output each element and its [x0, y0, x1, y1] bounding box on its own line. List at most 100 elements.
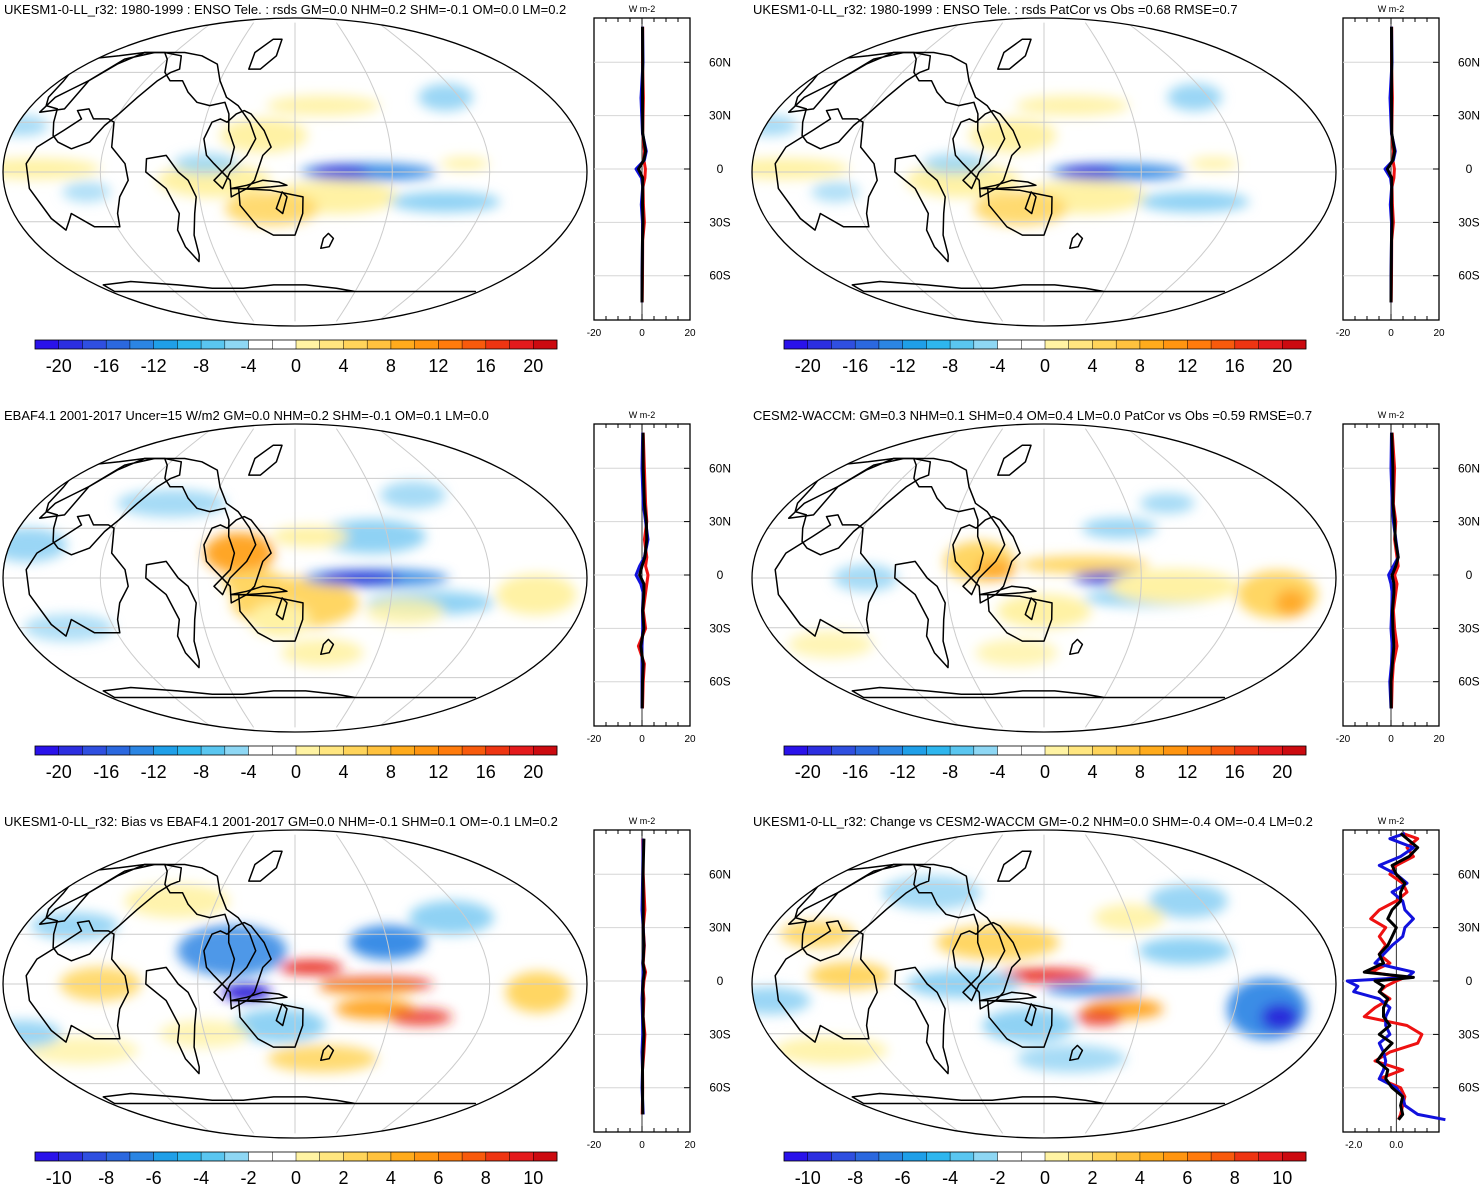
coastline [45, 457, 183, 556]
meridian-line [848, 22, 962, 322]
colorbar-segment [1045, 340, 1070, 349]
coastline [1024, 191, 1037, 215]
colorbar-segment [1068, 1152, 1093, 1161]
colorbar-tick-label: 16 [1225, 762, 1245, 782]
colorbar-tick-label: -8 [193, 762, 209, 782]
field-anomaly [281, 639, 364, 667]
coastline [229, 991, 288, 1002]
field-anomaly [922, 153, 988, 174]
colorbar-tick-label: 4 [338, 356, 348, 376]
colorbar-segment [438, 746, 463, 755]
zonal-y-tick-label: 30S [709, 621, 730, 635]
zonal-y-tick-label: 30S [709, 1027, 730, 1041]
colorbar-segment [997, 1152, 1022, 1161]
colorbar-tick-label: -8 [193, 356, 209, 376]
coastline [145, 560, 200, 669]
colorbar-tick-label: 0 [291, 762, 301, 782]
coastline [275, 1003, 288, 1027]
colorbar-tick-label: -20 [795, 762, 821, 782]
colorbar-segment [1116, 746, 1141, 755]
colorbar-segment [129, 746, 154, 755]
zonal-series-zonal-mean [636, 26, 648, 303]
colorbar-tick-label: 20 [523, 762, 543, 782]
coastline [851, 280, 1226, 293]
coastline [145, 966, 200, 1075]
colorbar-segment [296, 340, 321, 349]
field-anomaly [204, 532, 275, 574]
colorbar-tick-label: 8 [386, 356, 396, 376]
coastline [952, 921, 1021, 1010]
colorbar-tick-label: 4 [1135, 1168, 1145, 1185]
colorbar-segment [438, 1152, 463, 1161]
coastline [997, 444, 1032, 476]
panel-title: UKESM1-0-LL_r32: 1980-1999 : ENSO Tele. … [753, 2, 1238, 17]
colorbar-segment [390, 1152, 415, 1161]
zonal-mean-plot: W m-2 60N 30N 0 30S 60S -20 0 20 [587, 816, 731, 1151]
field-anomaly [222, 983, 271, 1001]
coastline [894, 560, 949, 669]
zonal-x-tick-label: 0.0 [1389, 1140, 1403, 1151]
colorbar-tick-label: -4 [942, 1168, 958, 1185]
colorbar-segment [201, 340, 226, 349]
colorbar-tick-label: -8 [98, 1168, 114, 1185]
zonal-x-tick-label: 20 [1433, 328, 1445, 339]
field-anomaly [1138, 937, 1233, 965]
zonal-x-tick-label: -20 [587, 734, 602, 745]
colorbar-tick-label: 8 [481, 1168, 491, 1185]
zonal-y-tick-label: 60S [1458, 675, 1479, 689]
colorbar-segment [1068, 746, 1093, 755]
colorbar-segment [1139, 1152, 1164, 1161]
field-anomaly [1275, 589, 1307, 617]
zonal-series-zonal-mean [1389, 432, 1400, 709]
colorbar-tick-label: 0 [291, 356, 301, 376]
map-outline [2, 829, 588, 1139]
colorbar-segment [367, 746, 392, 755]
colorbar-tick-label: 0 [1040, 1168, 1050, 1185]
coastline [787, 51, 1006, 190]
coastline [102, 280, 477, 293]
colorbar-segment [272, 746, 297, 755]
meridian-line [335, 834, 393, 1134]
field-anomaly [440, 156, 490, 171]
colorbar-segment [272, 340, 297, 349]
colorbar-segment [1163, 340, 1188, 349]
meridian-line [1084, 22, 1142, 322]
zonal-y-tick-label: 30S [1458, 215, 1479, 229]
coastlines [25, 38, 477, 293]
panel-5: UKESM1-0-LL_r32: Bias vs EBAF4.1 2001-20… [2, 814, 731, 1185]
field-anomaly [24, 1036, 139, 1065]
zonal-y-tick-label: 30N [1458, 921, 1480, 935]
colorbar-tick-label: -8 [942, 356, 958, 376]
coastline [794, 457, 932, 556]
zonal-units-label: W m-2 [629, 816, 656, 826]
zonal-y-tick-label: 60N [1458, 55, 1480, 69]
colorbar-tick-label: 16 [1225, 356, 1245, 376]
field-anomaly [773, 1036, 888, 1065]
field-anomaly [365, 597, 445, 625]
meridian-line [335, 22, 393, 322]
colorbar-segment [973, 1152, 998, 1161]
colorbar-tick-label: -16 [842, 356, 868, 376]
zonal-mean-plot: W m-2 60N 30N 0 30S 60S -20 0 20 [1336, 4, 1480, 339]
colorbar-tick-label: 4 [338, 762, 348, 782]
field-anomaly [1044, 982, 1142, 996]
zonal-x-tick-label: 20 [1433, 734, 1445, 745]
colorbar-tick-label: -12 [141, 356, 167, 376]
colorbar-segment [296, 746, 321, 755]
colorbar-segment [1092, 340, 1117, 349]
colorbar-tick-label: 0 [1040, 356, 1050, 376]
colorbar-segment [58, 1152, 83, 1161]
colorbar-segment [272, 1152, 297, 1161]
coastline [894, 966, 949, 1075]
zonal-y-tick-label: 60S [1458, 1081, 1479, 1095]
colorbar-segment [1187, 340, 1212, 349]
map-outline [2, 423, 588, 733]
coastline [787, 457, 1006, 596]
field-anomaly [505, 971, 571, 1013]
colorbar-tick-label: 10 [523, 1168, 543, 1185]
colorbar-segment [1045, 746, 1070, 755]
colorbar-segment [878, 746, 903, 755]
colorbar-segment [343, 1152, 368, 1161]
colorbar-tick-label: -2 [240, 1168, 256, 1185]
